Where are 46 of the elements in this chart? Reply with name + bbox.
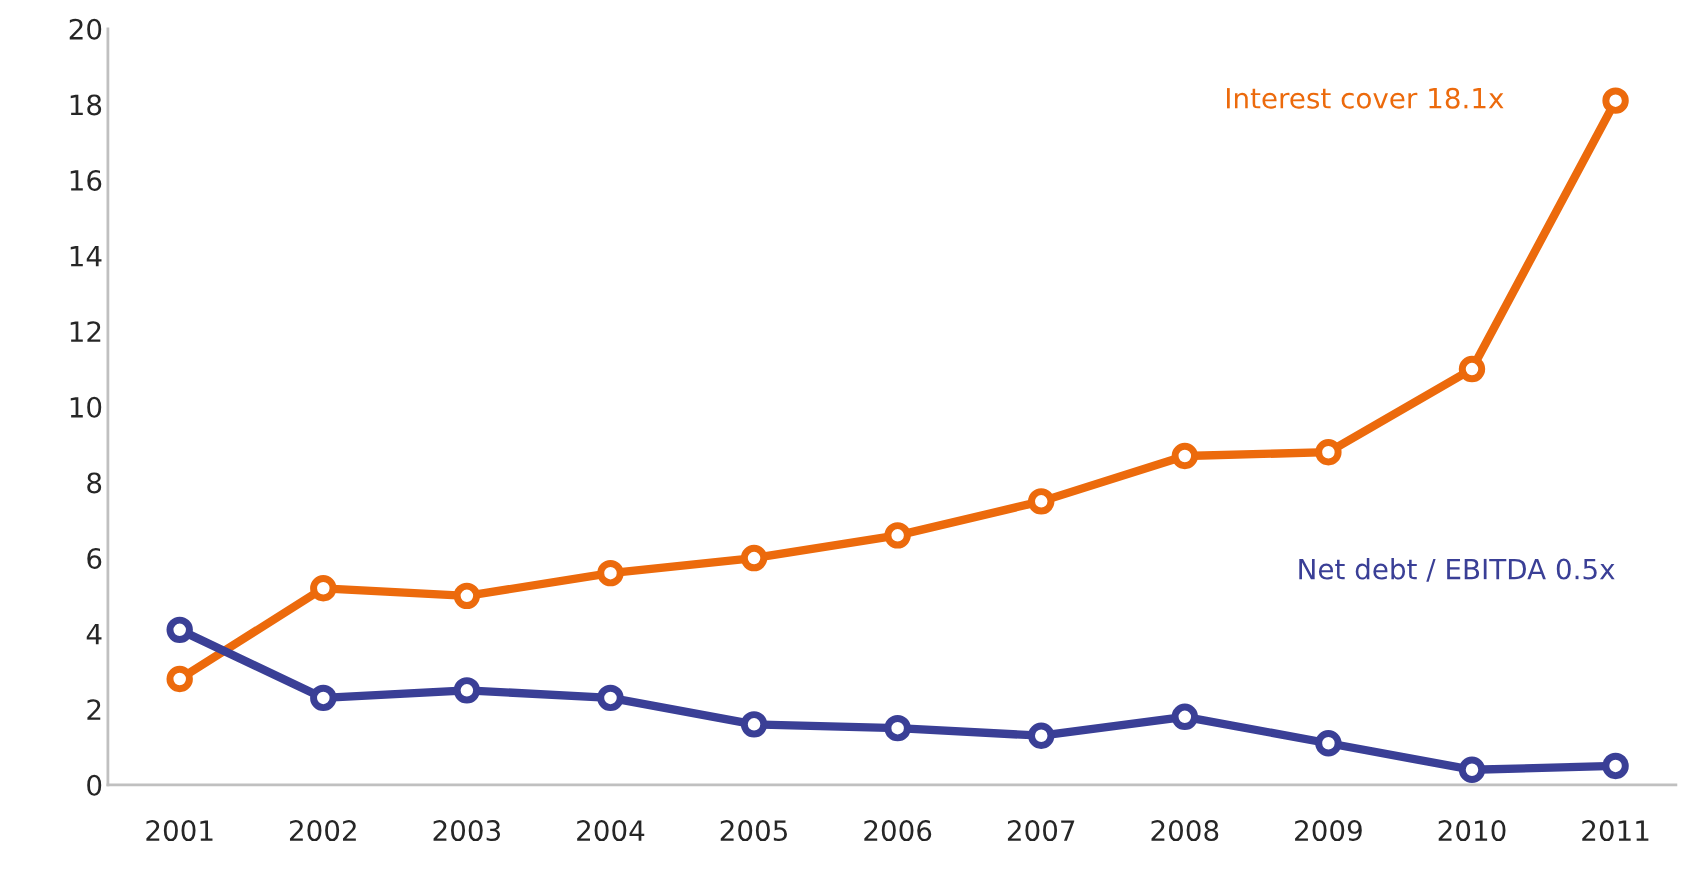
point	[1028, 722, 1055, 749]
point	[1315, 439, 1342, 466]
point	[166, 616, 193, 644]
text: Net debt / EBITDA 0.5x	[1299, 558, 1615, 582]
x-tick-label: 2005	[720, 820, 787, 842]
y-tick-label: 0	[87, 774, 102, 796]
x-tick-label: 2003	[433, 820, 500, 842]
point	[740, 544, 768, 572]
point	[453, 582, 481, 610]
y-tick-label: 18	[70, 94, 102, 116]
point	[166, 665, 193, 693]
y-tick-label: 12	[70, 321, 101, 342]
point	[1028, 488, 1055, 515]
x-tick-label: 2006	[864, 820, 932, 842]
point	[1602, 87, 1629, 114]
point	[1458, 355, 1486, 383]
point	[310, 684, 337, 712]
point	[884, 522, 911, 549]
point	[1171, 703, 1199, 730]
point	[1315, 730, 1342, 757]
point	[1171, 442, 1199, 470]
y-tick-label: 16	[70, 169, 102, 191]
point	[310, 575, 337, 602]
x-tick-label: 2004	[577, 820, 645, 842]
text: Interest cover 18.1x	[1227, 87, 1504, 109]
x-tick-label: 2001	[146, 820, 213, 842]
y-tick-label: 8	[87, 472, 102, 494]
y-tick-label: 2	[87, 699, 101, 720]
x-tick-label: 2007	[1007, 820, 1075, 842]
x-tick-label: 2002	[289, 820, 356, 842]
point	[597, 559, 624, 587]
y-tick-label: 6	[87, 547, 102, 569]
y-tick-label: 4	[86, 623, 102, 645]
y-tick-label: 10	[70, 396, 102, 418]
x-tick-label: 2009	[1295, 820, 1362, 842]
point	[1602, 752, 1629, 780]
y-tick-label: 14	[70, 245, 102, 267]
y-tick-label: 20	[69, 18, 102, 40]
x-tick-label: 2008	[1151, 820, 1219, 842]
point	[740, 711, 768, 738]
x-tick-label: 2010	[1438, 820, 1506, 842]
point	[1458, 756, 1486, 783]
x-tick-label: 2011	[1582, 820, 1649, 842]
point	[884, 714, 911, 742]
point	[597, 684, 624, 712]
point	[453, 677, 481, 704]
